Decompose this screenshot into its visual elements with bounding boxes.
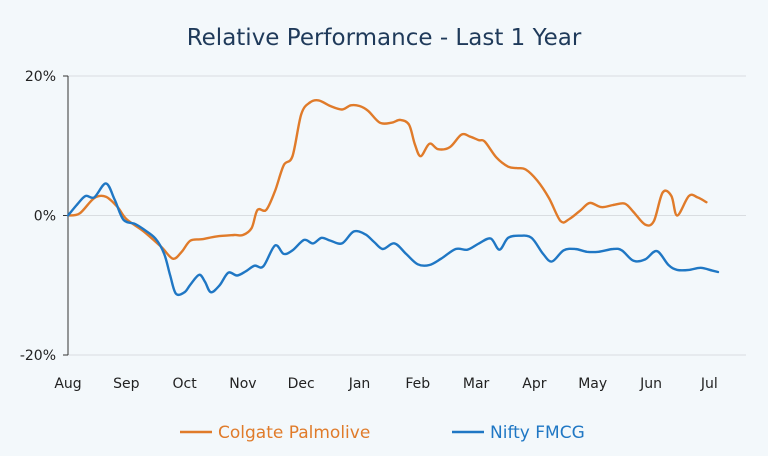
legend: Colgate Palmolive Nifty FMCG [180, 423, 585, 443]
x-tick-label: Oct [172, 376, 197, 392]
x-tick-label: Sep [113, 376, 140, 392]
x-tick-label: Nov [229, 376, 256, 392]
chart-title: Relative Performance - Last 1 Year [187, 25, 582, 51]
legend-label: Nifty FMCG [490, 423, 585, 443]
x-tick-label: Aug [54, 376, 81, 392]
series-lines [66, 98, 720, 297]
x-tick-label: Jul [700, 376, 718, 392]
x-tick-label: Mar [463, 376, 490, 392]
x-tick-label: May [578, 376, 607, 392]
x-tick-label: Feb [405, 376, 430, 392]
series-line-colgate-palmolive [66, 98, 708, 260]
x-tick-label: Dec [288, 376, 315, 392]
x-tick-label: Jun [639, 376, 662, 392]
grid [68, 75, 746, 356]
y-tick-label: -20% [20, 348, 56, 364]
x-tick-label: Jan [348, 376, 371, 392]
y-tick-label: 0% [34, 209, 56, 225]
y-tick-label: 20% [25, 69, 56, 85]
series-line-nifty-fmcg [66, 182, 720, 297]
legend-label: Colgate Palmolive [218, 423, 370, 443]
x-tick-label: Apr [522, 376, 546, 392]
axes: 20% 0% -20% Aug Sep Oct Nov Dec Jan Feb Mar Apr May J… [20, 69, 718, 392]
